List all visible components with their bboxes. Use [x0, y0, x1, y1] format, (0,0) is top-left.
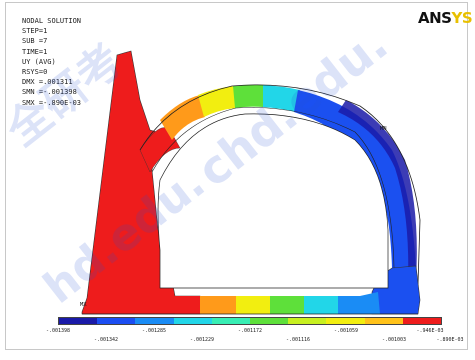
- legend-swatch: [402, 318, 442, 324]
- legend-swatch: [326, 318, 365, 324]
- min-label: MN: [380, 126, 387, 132]
- arch-inner-outline: [151, 107, 395, 269]
- interior-opening: [157, 113, 389, 289]
- legend-tick-bottom: -.001342: [93, 337, 119, 343]
- legend-swatch: [173, 318, 212, 324]
- bottom-slab-cyan: [304, 296, 338, 314]
- info-line: DMX =.001311: [22, 78, 73, 87]
- bottom-slab-lightblue: [338, 296, 362, 314]
- contour-legend-bar: [58, 317, 442, 325]
- info-line: TIME=1: [22, 47, 48, 56]
- legend-tick-top: -.946E-03: [416, 328, 444, 334]
- legend-swatch: [250, 318, 289, 324]
- arch-band-blue: [294, 90, 416, 284]
- info-line: NODAL SOLUTION: [22, 17, 82, 25]
- info-line: SMN =-.001398: [22, 88, 77, 97]
- legend-swatch: [211, 318, 251, 324]
- legend-tick-top: -.001059: [333, 328, 359, 334]
- window-frame: [5, 2, 468, 350]
- solution-info-block: NODAL SOLUTION STEP=1 SUB =7 TIME=1 UY (…: [22, 16, 81, 108]
- legend-tick-top: -.001285: [141, 328, 167, 334]
- max-label: MX: [80, 302, 87, 308]
- arch-band-orange: [160, 95, 205, 140]
- legend-tick-top: -.001398: [45, 328, 71, 334]
- right-wall-cyan: [360, 292, 380, 314]
- legend-swatch: [364, 318, 403, 324]
- bottom-slab-green: [270, 296, 304, 314]
- legend-tick-bottom: -.001003: [381, 337, 407, 343]
- legend-swatch: [97, 318, 136, 324]
- legend-tick-bottom: -.001229: [189, 337, 215, 343]
- legend-swatch: [135, 318, 174, 324]
- legend-tick-bottom: -.001116: [285, 337, 311, 343]
- arch-band-green: [233, 84, 265, 108]
- bottom-slab-orange: [200, 296, 236, 314]
- arch-band-red: [139, 127, 181, 173]
- info-line: SUB =7: [22, 37, 48, 46]
- arch-band-navy: [338, 100, 417, 280]
- arch-band-cyan: [263, 85, 300, 112]
- info-line: STEP=1: [22, 27, 48, 36]
- arch-band-yellow: [198, 86, 235, 117]
- info-line: UY (AVG): [22, 57, 56, 66]
- bottom-slab-red: [175, 296, 200, 314]
- legend-swatch: [59, 318, 98, 324]
- bottom-slab-yellow: [236, 296, 270, 314]
- info-line: SMX =-.890E-03: [22, 98, 82, 107]
- arch-outline: [139, 84, 421, 285]
- legend-swatch: [288, 318, 327, 324]
- info-line: RSYS=0: [22, 68, 48, 77]
- legend-tick-bottom: -.890E-03: [436, 337, 464, 343]
- legend-tick-top: -.001172: [237, 328, 263, 334]
- ansys-logo: ANSYS: [418, 9, 473, 27]
